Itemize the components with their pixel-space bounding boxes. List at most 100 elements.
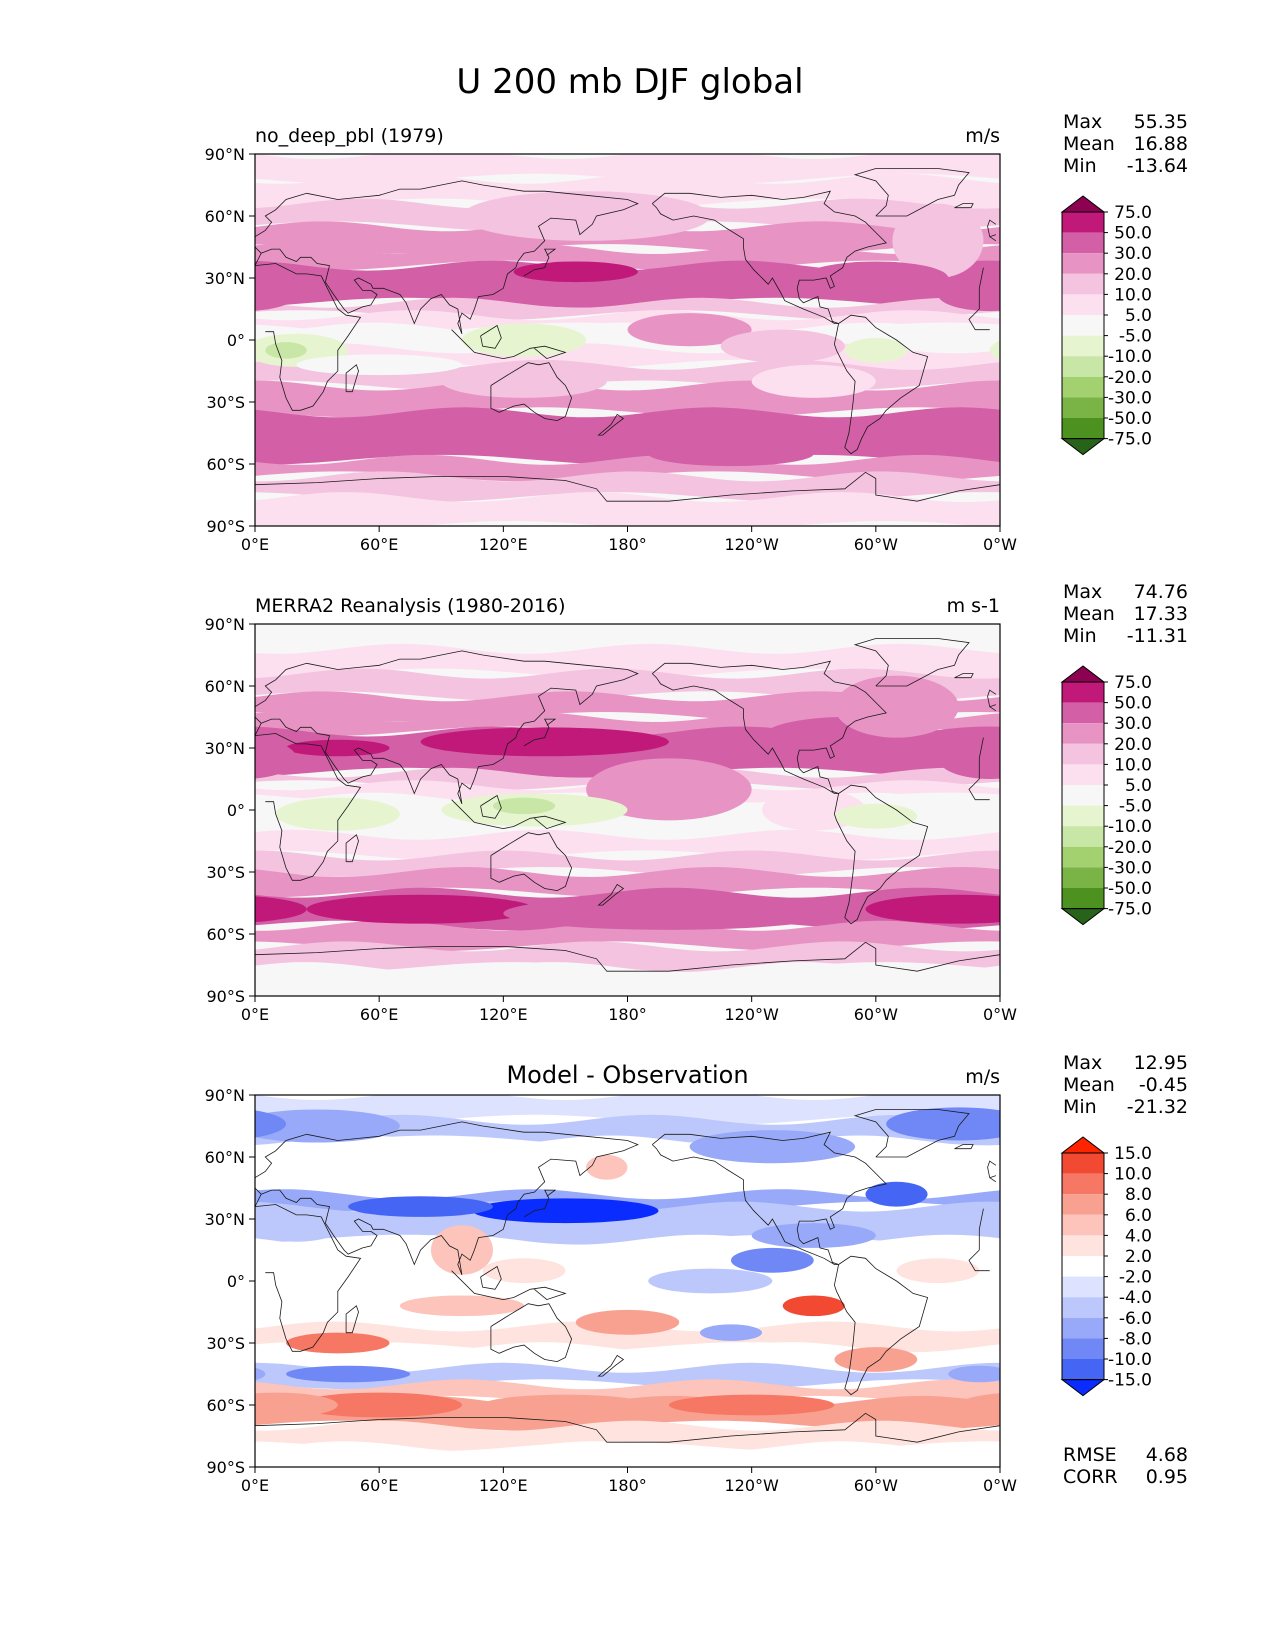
colorbar-frame: [1061, 211, 1105, 440]
xtick-label: 180°: [608, 1005, 647, 1024]
field-band: [255, 1441, 1000, 1467]
field-patch: [586, 1154, 628, 1180]
field-patch: [720, 329, 845, 363]
field-patch: [482, 1258, 566, 1284]
coastline: [255, 1121, 997, 1275]
coastline: [833, 1255, 929, 1396]
colorbar-label: 75.0: [1114, 673, 1152, 693]
field-patch: [844, 337, 907, 363]
colorbar-segment: [1062, 1194, 1104, 1215]
field-patch: [255, 896, 307, 923]
coastline: [255, 1412, 1000, 1443]
coastline: [652, 190, 887, 324]
colorbar-label: 6.0: [1125, 1206, 1152, 1226]
coastline: [954, 203, 974, 209]
ytick-label: 90°N: [205, 1086, 245, 1105]
colorbar-segment: [1062, 1276, 1104, 1298]
colorbar-frame: [1061, 681, 1105, 910]
xtick-label: 60°E: [360, 1005, 398, 1024]
colorbar-segment: [1062, 376, 1104, 398]
coastline: [451, 1270, 567, 1301]
coastline: [490, 1303, 573, 1363]
panel-title-left: no_deep_pbl (1979): [255, 125, 444, 147]
stat-label: Max: [1063, 1052, 1102, 1074]
colorbar-label: -10.0: [1108, 817, 1152, 837]
colorbar: 75.050.030.020.010.05.0-5.0-10.0-20.0-30…: [1060, 195, 1152, 456]
colorbar-segment: [1062, 846, 1104, 868]
ytick-label: 30°N: [205, 739, 245, 758]
ytick-label: 0°: [227, 331, 245, 350]
colorbar-label: -2.0: [1119, 1268, 1152, 1288]
field-difference: [255, 1095, 1000, 1467]
ytick-label: 30°S: [206, 863, 245, 882]
panel-title-left: MERRA2 Reanalysis (1980-2016): [255, 595, 566, 617]
colorbar-segment: [1062, 1235, 1104, 1256]
field-band: [255, 173, 1000, 209]
coastline: [833, 314, 929, 455]
field-patch: [575, 1309, 680, 1335]
colorbar-frame: [1061, 1152, 1105, 1381]
field-band: [255, 1379, 1000, 1406]
colorbar-label: -15.0: [1108, 1371, 1152, 1391]
colorbar-label: -50.0: [1108, 409, 1152, 429]
xtick-label: 120°W: [724, 1005, 779, 1024]
colorbar-label: 75.0: [1114, 203, 1152, 223]
field-band: [255, 492, 1000, 526]
coastline: [597, 413, 625, 436]
colorbar-extend-top: [1060, 195, 1106, 213]
colorbar-segment: [1062, 805, 1104, 827]
coastlines: [255, 168, 1000, 502]
extra-stat-value: 4.68: [1146, 1444, 1188, 1466]
field-band: [255, 244, 1000, 271]
field-band: [255, 712, 1000, 737]
colorbar-segment: [1062, 682, 1104, 703]
panel-units: m/s: [965, 125, 1000, 147]
coastline: [987, 1160, 997, 1179]
coastline: [853, 168, 970, 217]
coastline: [255, 263, 990, 411]
ytick-label: 90°S: [206, 987, 245, 1006]
field-patch: [989, 340, 1000, 361]
colorbar-segment: [1062, 253, 1104, 274]
field-patch: [892, 203, 984, 278]
colorbar-segment: [1062, 397, 1104, 418]
xtick-label: 120°E: [479, 1476, 528, 1495]
panel-title-center: Model - Observation: [506, 1061, 748, 1089]
xtick-label: 60°W: [854, 1005, 898, 1024]
field-patch: [689, 1130, 856, 1164]
colorbar-label: -10.0: [1108, 1350, 1152, 1370]
colorbar-label: 5.0: [1125, 306, 1152, 326]
colorbar-label: -4.0: [1119, 1288, 1152, 1308]
colorbar-label: 5.0: [1125, 776, 1152, 796]
colorbar-label: -6.0: [1119, 1309, 1152, 1329]
xtick-label: 120°W: [724, 535, 779, 554]
ytick-label: 60°S: [206, 925, 245, 944]
stat-value: -13.64: [1127, 155, 1188, 177]
field-band: [255, 1189, 1000, 1212]
coastline: [345, 1305, 359, 1334]
field-band: [255, 962, 1000, 996]
ytick-label: 90°S: [206, 1458, 245, 1477]
colorbar-extend-bottom: [1060, 438, 1106, 456]
xtick-label: 120°E: [479, 1005, 528, 1024]
ytick-label: 0°: [227, 1272, 245, 1291]
extra-stat-label: CORR: [1063, 1466, 1118, 1488]
coastline: [345, 364, 359, 393]
ytick-label: 60°S: [206, 455, 245, 474]
ytick-label: 60°N: [205, 1148, 245, 1167]
xtick-label: 0°E: [241, 1005, 269, 1024]
field-patch: [255, 1367, 266, 1381]
colorbar-segment: [1062, 1359, 1104, 1380]
panel-units: m/s: [965, 1066, 1000, 1088]
colorbar-label: 10.0: [1114, 1165, 1152, 1185]
ytick-label: 90°N: [205, 615, 245, 634]
colorbar-extend-bottom: [1060, 908, 1106, 926]
coastlines: [255, 638, 1000, 972]
colorbar-label: 30.0: [1114, 714, 1152, 734]
coastline: [523, 1189, 557, 1218]
panel-difference: Model - Observation m/s 0°E 60°E 120°E 180° 12…: [205, 1052, 1188, 1495]
ytick-label: 60°N: [205, 207, 245, 226]
colorbar-segment: [1062, 273, 1104, 295]
coastline: [523, 718, 557, 747]
